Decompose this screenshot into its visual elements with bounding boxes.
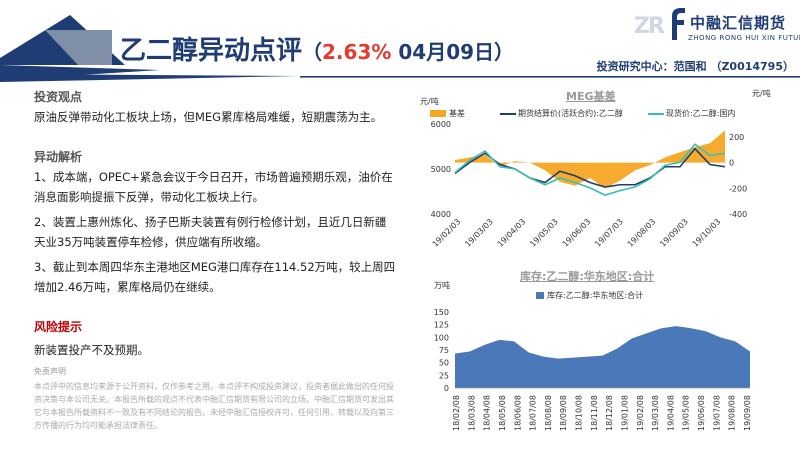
chart2-xtick: 19/05/08	[682, 395, 691, 431]
chart1-xtick: 19/04/03	[496, 217, 528, 249]
analysis-item-2: 2、装置上惠州炼化、扬子巴斯夫装置有例行检修计划，且近几日新疆天业35万吨装置停…	[34, 215, 387, 249]
chart2-ytick: 25	[439, 371, 449, 380]
page-title: 乙二醇异动点评（2.63% 04月09日）	[120, 30, 514, 67]
chart2-ytick: 125	[434, 321, 449, 330]
chart1-legend: 基差 期货结算价(活跃合约):乙二醇 现货价:乙二醇:国内	[430, 108, 790, 120]
legend-label-inventory: 库存:乙二醇:华东地区:合计	[547, 291, 644, 300]
basis-area	[455, 130, 725, 189]
logo-en: ZHONG RONG HUI XIN FUTURES	[688, 34, 800, 42]
legend-swatch-futures	[500, 113, 516, 115]
chart1-xtick: 19/06/03	[561, 217, 593, 249]
chart2-xtick: 19/03/08	[651, 395, 660, 431]
disclaimer-title: 免责声明	[34, 367, 66, 376]
chart1-ylabel-left: 元/吨	[420, 97, 439, 106]
view-text: 原油反弹带动化工板块上场，但MEG累库格局难缓，短期震荡为主。	[34, 110, 383, 124]
chart1-ylabel-right: 元/吨	[752, 89, 771, 98]
chart1-xtick: 19/03/03	[463, 217, 495, 249]
chart2-xtick: 18/04/08	[483, 395, 492, 431]
chart2-xtick: 18/02/08	[452, 395, 461, 431]
chart2-xtick: 19/06/08	[697, 395, 706, 431]
header-navy-sliver-2	[0, 74, 300, 82]
title-paren-open: （	[302, 40, 323, 64]
title-paren-close: ）	[494, 40, 515, 64]
analysis-item-3: 3、截止到本周四华东主港地区MEG港口库存在114.52万吨，较上周四增加2.4…	[34, 260, 396, 294]
chart2-xtick: 19/08/08	[728, 395, 737, 431]
header-decoration	[0, 15, 800, 82]
inventory-area	[455, 326, 750, 388]
futures-line	[454, 147, 726, 188]
analysis-item-1: 1、成本端，OPEC+紧急会议于今日召开，市场普遍预期乐观，油价在消息面影响提振…	[34, 170, 393, 204]
analysis-heading: 异动解析	[34, 150, 83, 164]
author-line: 投资研究中心：范国和 （Z0014795）	[596, 60, 794, 73]
legend-swatch-spot	[648, 113, 664, 115]
chart2-ytick: 75	[439, 346, 449, 355]
chart1-title: MEG基差	[566, 90, 616, 103]
chart2-xtick: 18/10/08	[575, 395, 584, 431]
chart1-ytick-left: 4000	[431, 210, 451, 219]
risk-text: 新装置投产不及预期。	[34, 343, 149, 357]
chart1-xtick: 19/08/03	[626, 217, 658, 249]
chart2-ytick: 150	[434, 308, 449, 317]
chart2-ytick: 50	[439, 359, 449, 368]
chart1-ytick-left: 5000	[431, 165, 451, 174]
legend-swatch-inventory	[536, 292, 544, 299]
view-heading: 投资观点	[34, 90, 83, 104]
logo-watermark: ZR	[634, 14, 665, 39]
legend-label-futures: 期货结算价(活跃合约):乙二醇	[518, 109, 623, 118]
risk-heading: 风险提示	[34, 320, 83, 334]
chart1-xtick: 19/10/03	[691, 217, 723, 249]
title-change-pct: 2.63%	[322, 40, 392, 64]
chart1-ytick-left: 6000	[431, 120, 451, 129]
chart1-ytick-right: 200	[729, 133, 744, 142]
chart2-xtick: 18/03/08	[467, 395, 476, 431]
chart2-xtick: 19/07/08	[712, 395, 721, 431]
legend-swatch-basis	[430, 110, 446, 117]
chart1-ytick-right: -400	[729, 210, 747, 219]
header-rule	[300, 76, 800, 78]
title-text: 乙二醇异动点评	[120, 36, 303, 66]
chart1-xtick: 19/05/03	[528, 217, 560, 249]
title-date: 04月09日	[391, 40, 495, 64]
legend-label-spot: 现货价:乙二醇:国内	[666, 109, 736, 118]
chart2-xtick: 18/08/08	[544, 395, 553, 431]
chart1-xtick: 19/09/03	[658, 217, 690, 249]
chart2-xtick: 18/09/08	[559, 395, 568, 431]
chart2-xtick: 18/12/08	[605, 395, 614, 431]
chart2-xtick: 18/06/08	[513, 395, 522, 431]
disclaimer-text: 本点评中的信息均来源于公开资料，仅作参考之用。本点评不构成投资建议，投资者据此做…	[34, 382, 394, 430]
legend-label-basis: 基差	[449, 109, 465, 118]
chart2-legend: 库存:乙二醇:华东地区:合计	[536, 290, 736, 302]
logo-f-icon	[672, 8, 685, 40]
chart1-svg: 4000 5000 6000 -400 -200 0 200 19/02/03 19/03/03…	[431, 120, 748, 249]
chart1-xtick: 19/02/03	[431, 217, 463, 249]
chart2-xtick: 18/07/08	[529, 395, 538, 431]
chart2-xtick: 19/01/08	[620, 395, 629, 431]
chart2-xtick: 19/09/08	[743, 395, 752, 431]
chart2-ytick: 0	[444, 384, 449, 393]
logo-name: 中融汇信期货	[690, 14, 787, 32]
chart2-ylabel: 万吨	[434, 281, 450, 290]
chart2-xtick: 18/05/08	[498, 395, 507, 431]
header-steel-triangle	[45, 30, 112, 65]
chart2-xtick: 19/04/08	[666, 395, 675, 431]
chart2-xtick: 19/02/08	[636, 395, 645, 431]
chart1-ytick-right: 0	[729, 159, 734, 168]
spot-line	[454, 143, 726, 196]
chart1-ytick-right: -200	[729, 184, 747, 193]
chart1-xtick: 19/07/03	[593, 217, 625, 249]
chart2-svg: 0 25 50 75 100 125 150 18/02/08 18/03/08 18/04/08…	[434, 308, 752, 431]
chart2-xtick: 18/11/08	[590, 395, 599, 431]
chart2-title: 库存:乙二醇:华东地区:合计	[520, 270, 655, 283]
chart2-ytick: 100	[434, 333, 449, 342]
